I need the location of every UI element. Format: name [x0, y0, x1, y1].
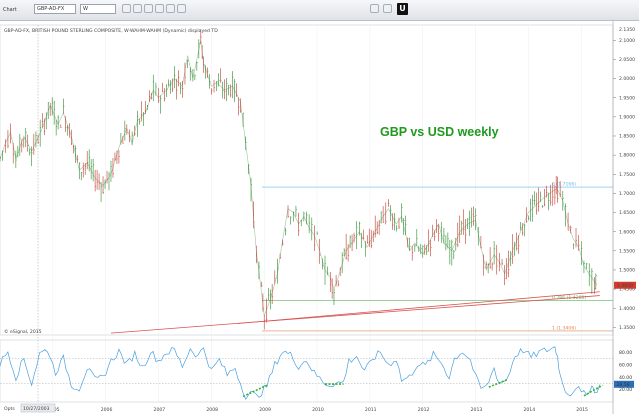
fib-level-label: 0 (1.7166) — [552, 182, 576, 188]
y-tick-label: 1.4500 — [619, 287, 635, 293]
current-price-label: 1.4600 — [617, 283, 633, 289]
x-tick-label: 2015 — [576, 407, 588, 413]
crosshair-icon[interactable] — [155, 4, 164, 13]
opts-label[interactable]: Opts — [4, 406, 15, 412]
symbol-input[interactable]: GBP-AD-FX — [34, 4, 76, 14]
cursor-icon[interactable] — [133, 4, 142, 13]
eraser-icon[interactable] — [166, 4, 175, 13]
settings-icon[interactable] — [177, 4, 186, 13]
draw-line-icon[interactable] — [144, 4, 153, 13]
y-tick-label: 2.0000 — [619, 76, 635, 82]
y-tick-label: 1.8500 — [619, 134, 635, 140]
y-tick-label: 1.6500 — [619, 210, 635, 216]
indicator-value-label: 28.58 — [617, 382, 630, 388]
indicator-y-label: 80.00 — [619, 350, 632, 356]
chart-info-text: GBP-AD-FX, BRITISH POUND STERLING COMPOS… — [4, 28, 218, 34]
y-tick-label: 1.5500 — [619, 248, 635, 254]
y-tick-label: 1.8000 — [619, 153, 635, 159]
trendline — [237, 291, 600, 324]
indicator-y-label: 60.00 — [619, 362, 632, 368]
y-tick-label: 1.9500 — [619, 95, 635, 101]
y-tick-label: 1.3500 — [619, 325, 635, 331]
y-tick-label: 1.9000 — [619, 114, 635, 120]
indicator-value-tag — [614, 380, 634, 388]
chart-tab-label[interactable]: Chart — [3, 7, 17, 13]
cursor-date-label: 10/27/2003 — [23, 406, 50, 412]
y-top-label: 2.1350 — [619, 27, 635, 33]
divergence-marker — [242, 384, 268, 398]
x-tick-label: 2006 — [101, 407, 113, 413]
zoom-icon[interactable] — [122, 4, 131, 13]
trendline — [110, 295, 600, 334]
price-chart: 0 (1.7166)0.786 (1.4200)1 (1.3406) 20052… — [0, 21, 639, 414]
y-tick-label: 2.0500 — [619, 57, 635, 63]
u-button[interactable]: U — [397, 3, 408, 15]
y-tick-label: 2.1000 — [619, 38, 635, 44]
x-tick-label: 2007 — [154, 407, 166, 413]
fib-level-label: 1 (1.3406) — [552, 325, 576, 331]
y-tick-label: 1.5000 — [619, 268, 635, 274]
link-icon[interactable] — [370, 4, 379, 13]
x-tick-label: 2014 — [523, 407, 535, 413]
y-tick-label: 1.6000 — [619, 229, 635, 235]
x-tick-label: 2009 — [259, 407, 271, 413]
lock-icon[interactable] — [383, 4, 392, 13]
x-tick-label: 2008 — [206, 407, 218, 413]
y-tick-label: 1.4000 — [619, 306, 635, 312]
cursor-date-box — [20, 403, 56, 413]
chart-toolbar: Chart GBP-AD-FX W U — [0, 0, 639, 21]
y-tick-label: 1.7500 — [619, 172, 635, 178]
indicator-series — [0, 346, 601, 401]
x-tick-label: 2011 — [365, 407, 377, 413]
indicator-y-label: 40.00 — [619, 375, 632, 381]
x-tick-label: 2012 — [418, 407, 430, 413]
divergence-marker — [583, 384, 603, 397]
chart-title: GBP vs USD weekly — [380, 125, 499, 139]
period-select[interactable]: W — [80, 4, 116, 14]
indicator-y-label: 20.00 — [619, 387, 632, 393]
x-tick-label: 2013 — [471, 407, 483, 413]
current-price-tag — [614, 281, 636, 289]
x-tick-label: 2010 — [312, 407, 324, 413]
y-tick-label: 1.7000 — [619, 191, 635, 197]
watermark-text: © eSignal, 2015 — [4, 328, 42, 335]
